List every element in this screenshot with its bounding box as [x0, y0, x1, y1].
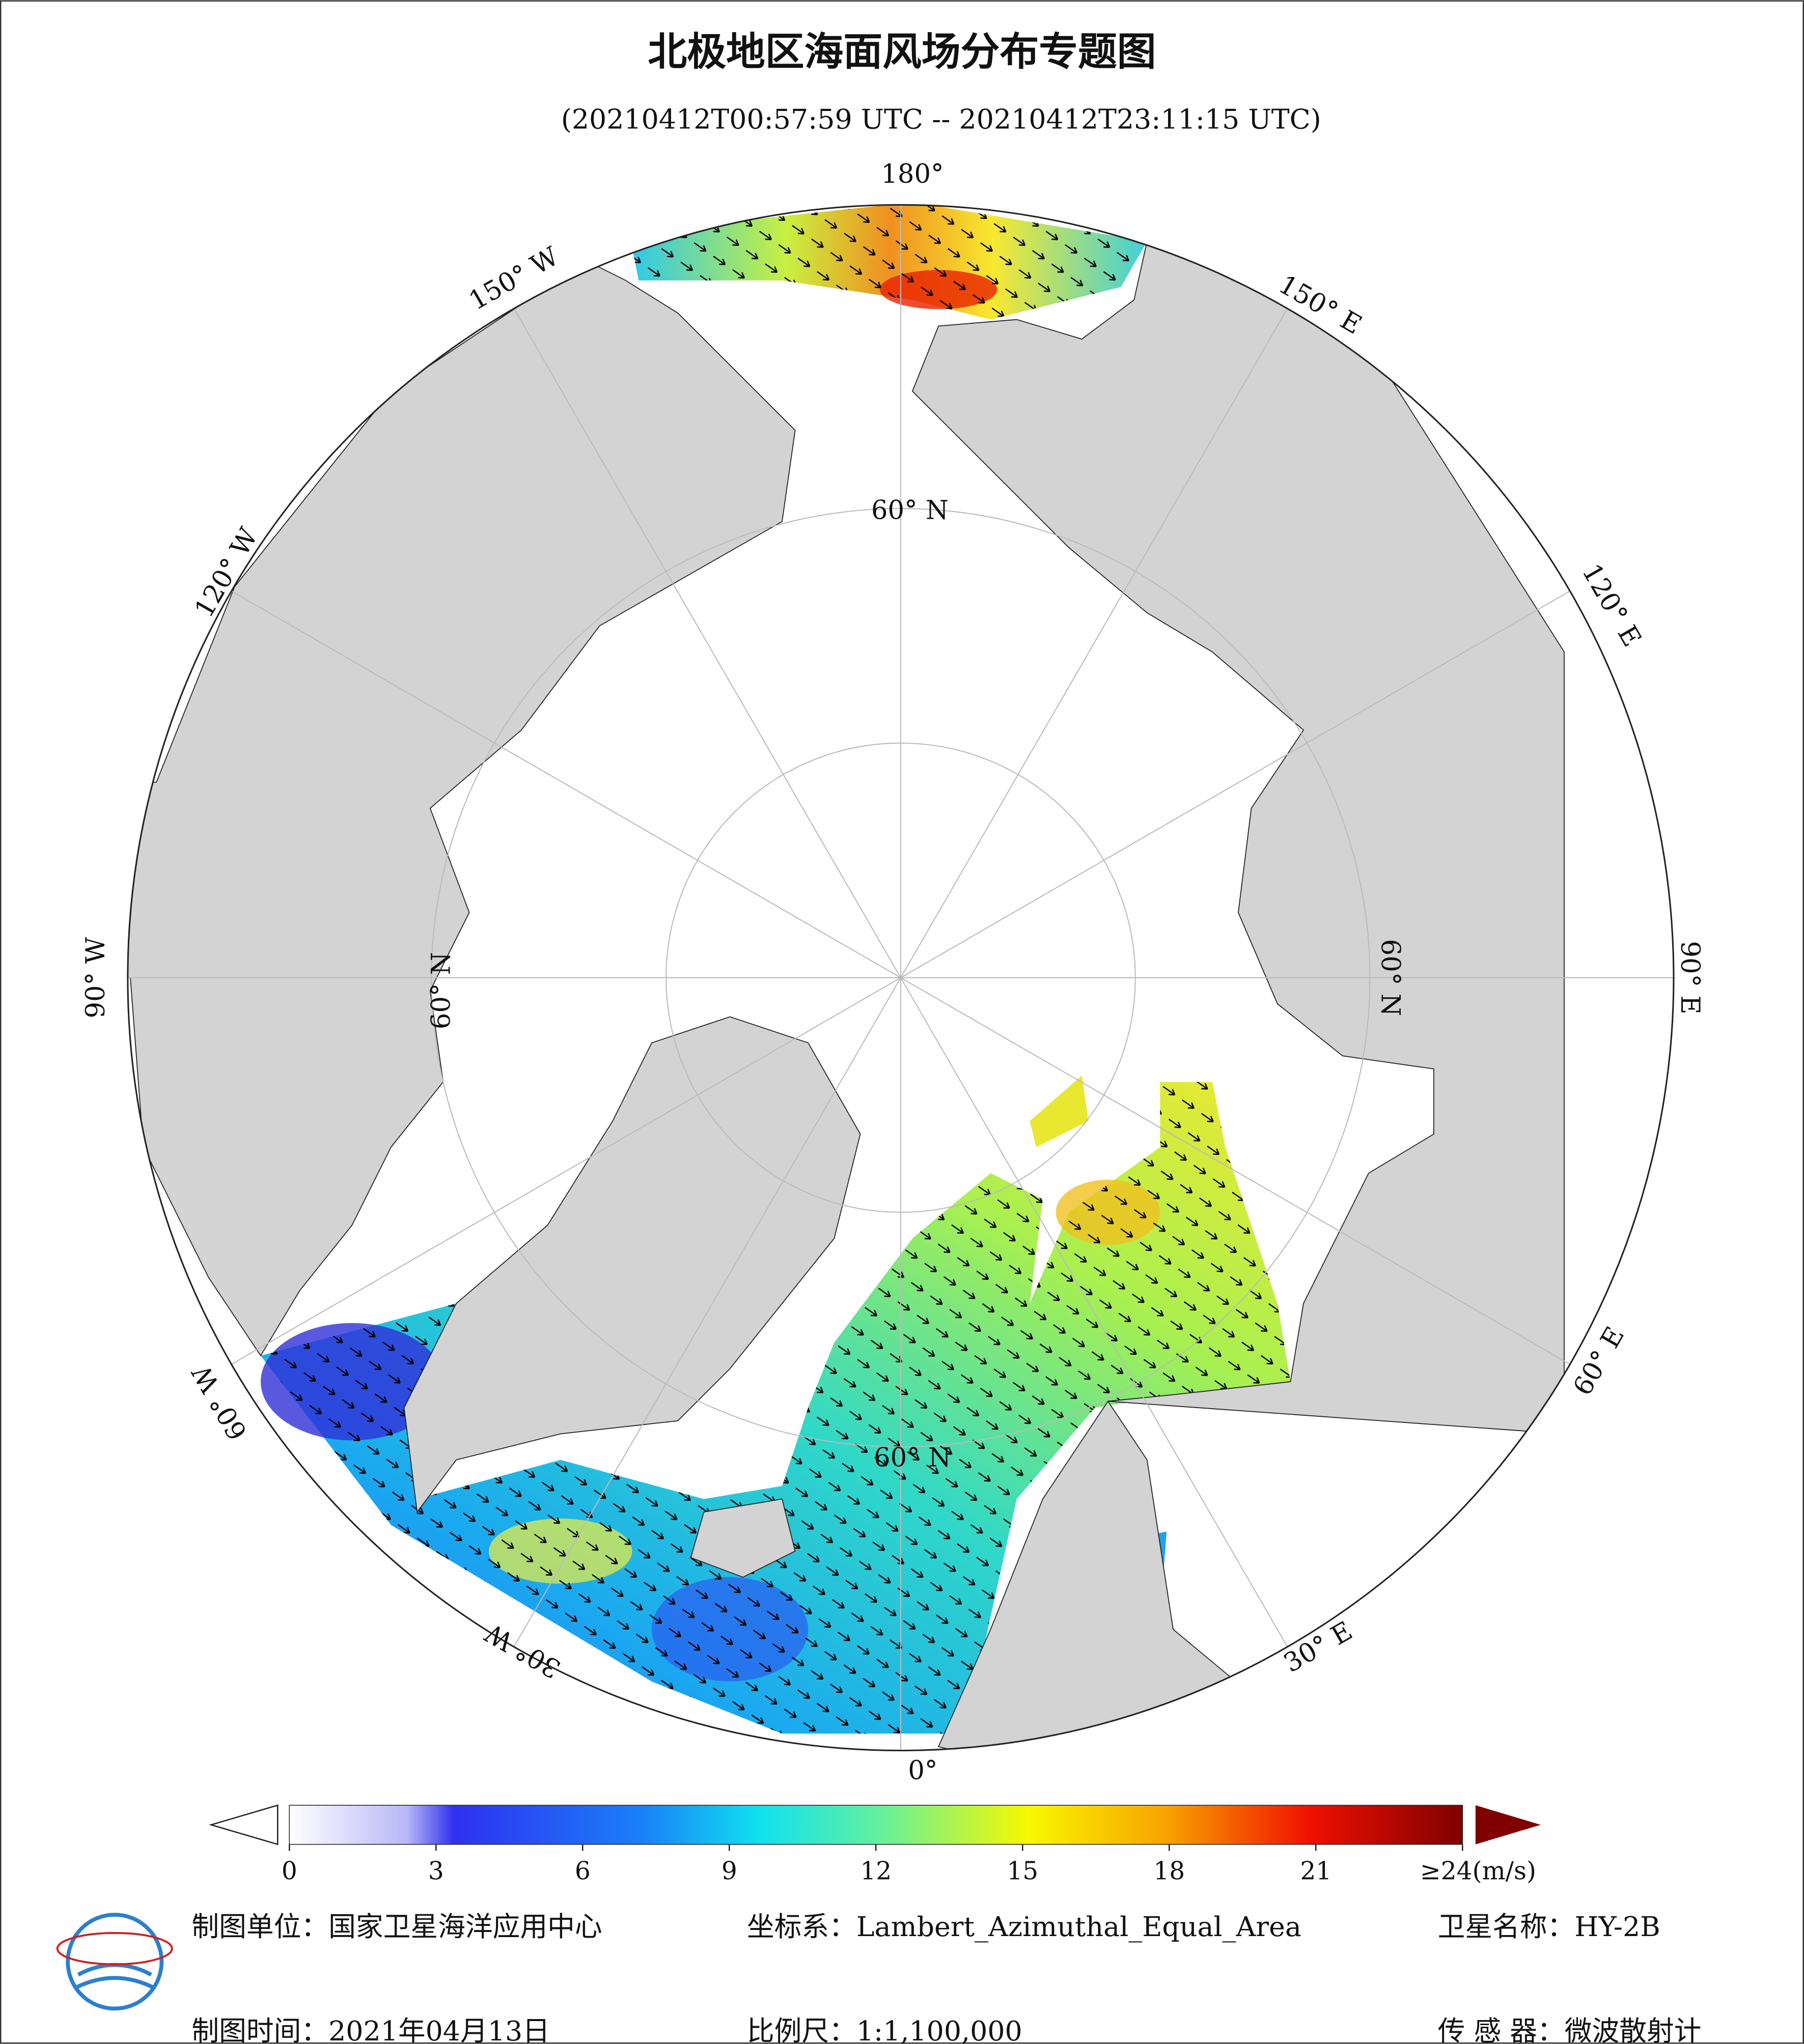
colorbar-max-arrow	[1475, 1805, 1541, 1844]
colorbar-tick-label: 6	[575, 1857, 591, 1886]
colorbar-tick-label: 15	[1007, 1857, 1038, 1886]
graticule-label: 60° N	[871, 495, 949, 526]
colorbar-tick-label: 3	[428, 1857, 444, 1886]
colorbar-tick-label: 21	[1300, 1857, 1331, 1886]
footer-crs: 坐标系：Lambert_Azimuthal_Equal_Area	[747, 1911, 1301, 1943]
footer-unit: 制图单位：国家卫星海洋应用中心	[191, 1911, 602, 1943]
graticule-label: 60° N	[874, 1443, 951, 1473]
graticule-label: 90° E	[1675, 941, 1705, 1014]
graticule-label: 0°	[908, 1755, 937, 1786]
graticule-label: 90° W	[80, 937, 111, 1018]
subtitle: (20210412T00:57:59 UTC -- 20210412T23:11…	[561, 103, 1321, 135]
colorbar-tick-label: 12	[860, 1857, 892, 1886]
graticule-label: 180°	[881, 159, 943, 189]
colorbar-tick-label: 9	[721, 1857, 737, 1886]
colorbar: 0 3 6 9 12 15 18 21 ≥24(m/s)	[209, 1804, 1541, 1886]
footer-sensor: 传 感 器：微波散射计	[1438, 2015, 1702, 2044]
colorbar-tick-label: ≥24(m/s)	[1420, 1857, 1536, 1886]
graticule	[127, 205, 1674, 1751]
footer-scale: 比例尺：1:1,100,000	[747, 2015, 1022, 2044]
map-border	[127, 204, 1675, 1752]
logo	[56, 1913, 173, 2011]
colorbar-tick-label: 18	[1153, 1857, 1185, 1886]
colorbar-tick-label: 0	[282, 1857, 297, 1886]
footer-date: 制图时间：2021年04月13日	[191, 2015, 550, 2044]
graticule-label: 60° N	[426, 952, 456, 1029]
colorbar-bar	[289, 1805, 1463, 1845]
colorbar-min-arrow	[209, 1804, 279, 1845]
title: 北极地区海面风场分布专题图	[648, 29, 1156, 75]
map	[127, 205, 1674, 1751]
footer-satellite: 卫星名称：HY-2B	[1438, 1911, 1660, 1943]
graticule-label: 60° N	[1375, 939, 1405, 1017]
